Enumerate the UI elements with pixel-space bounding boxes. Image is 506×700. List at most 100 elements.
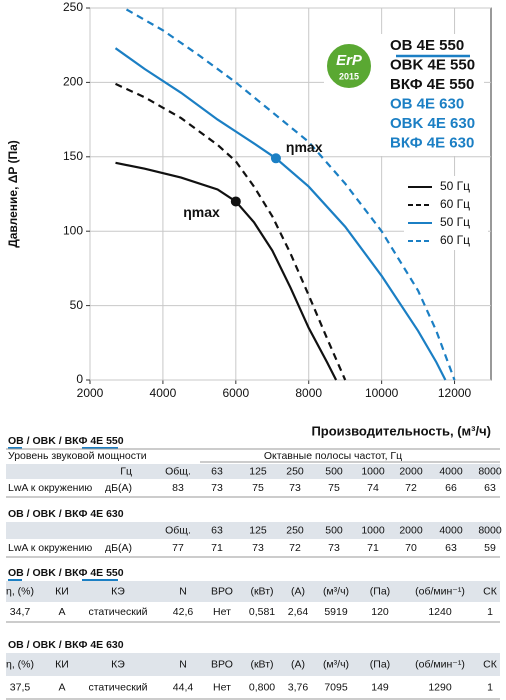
cell: 66: [445, 482, 457, 494]
cell: 1: [487, 681, 493, 693]
cell: 71: [211, 542, 223, 554]
row-label: LwA к окружению: [8, 482, 92, 494]
column-header: СК: [483, 585, 498, 597]
y-tick-label: 100: [63, 223, 83, 237]
table-header: Уровень звуковой мощности: [8, 450, 147, 462]
x-tick-label: 12000: [438, 386, 472, 400]
cell: статический: [88, 606, 147, 618]
cell: 3,76: [288, 681, 309, 693]
row-unit: дБ(А): [105, 542, 132, 554]
cell: статический: [88, 681, 147, 693]
y-tick-label: 150: [63, 149, 83, 163]
cell: A: [58, 606, 65, 618]
cell: 72: [405, 482, 417, 494]
cell: 42,6: [173, 606, 194, 618]
model-name: OBK 4E 550: [390, 56, 475, 73]
column-header: 63: [211, 465, 223, 477]
column-header: 4000: [439, 465, 463, 477]
column-header: 125: [249, 524, 267, 536]
legend-label: 60 Гц: [440, 197, 470, 211]
column-header: 500: [325, 465, 343, 477]
cell: 59: [484, 542, 496, 554]
annotation: ηmax: [286, 139, 323, 155]
y-tick-label: 200: [63, 75, 83, 89]
line-series: [115, 161, 338, 381]
cell: 73: [211, 482, 223, 494]
column-header: (Па): [370, 585, 390, 597]
cell: Нет: [213, 681, 231, 693]
row-unit: дБ(А): [105, 482, 132, 494]
column-header: (кВт): [250, 658, 273, 670]
x-axis-label: Производительность, (м³/ч): [311, 423, 491, 438]
table-title: OB / OBK / ВКФ 4E 550: [8, 567, 124, 579]
cell: 74: [367, 482, 379, 494]
column-header: КИ: [55, 585, 69, 597]
cell: 44,4: [173, 681, 194, 693]
table-title: OB / OBK / ВКФ 4E 630: [8, 508, 124, 520]
column-header: Гц: [120, 465, 132, 477]
cell: 71: [367, 542, 379, 554]
column-header: ВРО: [211, 658, 233, 670]
column-header: 250: [286, 524, 304, 536]
cell: 73: [252, 542, 264, 554]
cell: 1290: [428, 681, 452, 693]
y-tick-label: 250: [63, 0, 83, 14]
erp-logo-text: ErP: [336, 52, 363, 69]
column-header: η, (%): [6, 585, 34, 597]
legend-label: 50 Гц: [440, 179, 470, 193]
cell: 2,64: [288, 606, 309, 618]
eta-max-point: [270, 153, 281, 164]
cell: 72: [289, 542, 301, 554]
column-header: (об/мин⁻¹): [415, 658, 465, 670]
column-header: СК: [483, 658, 498, 670]
cell: 73: [289, 482, 301, 494]
cell: Нет: [213, 606, 231, 618]
cell: 1: [487, 606, 493, 618]
column-header: КЭ: [111, 658, 125, 670]
column-header: (А): [291, 585, 305, 597]
header-row: [6, 653, 500, 676]
column-header: N: [179, 658, 187, 670]
x-tick-label: 6000: [222, 386, 249, 400]
column-header: (А): [291, 658, 305, 670]
cell: 7095: [324, 681, 348, 693]
cell: 75: [252, 482, 264, 494]
cell: 83: [172, 482, 184, 494]
legend-label: 50 Гц: [440, 215, 470, 229]
column-header: (об/мин⁻¹): [415, 585, 465, 597]
cell: 0,800: [249, 681, 275, 693]
table-header: Октавные полосы частот, Гц: [264, 450, 402, 462]
column-header: (кВт): [250, 585, 273, 597]
column-header: 63: [211, 524, 223, 536]
column-header: 4000: [439, 524, 463, 536]
column-header: (Па): [370, 658, 390, 670]
x-tick-label: 2000: [77, 386, 104, 400]
column-header: 8000: [478, 524, 502, 536]
x-tick-label: 10000: [365, 386, 399, 400]
cell: 1240: [428, 606, 452, 618]
column-header: КЭ: [111, 585, 125, 597]
x-tick-label: 4000: [150, 386, 177, 400]
cell: 149: [371, 681, 389, 693]
column-header: Общ.: [165, 465, 191, 477]
row-label: LwA к окружению: [8, 542, 92, 554]
cell: 77: [172, 542, 184, 554]
column-header: 8000: [478, 465, 502, 477]
column-header: 500: [325, 524, 343, 536]
model-name: OBK 4E 630: [390, 115, 475, 132]
column-header: 250: [286, 465, 304, 477]
cell: 120: [371, 606, 389, 618]
column-header: ВРО: [211, 585, 233, 597]
column-header: Общ.: [165, 524, 191, 536]
header-row: [6, 581, 500, 602]
cell: A: [58, 681, 65, 693]
table-title: OB / OBK / ВКФ 4E 630: [8, 639, 124, 651]
cell: 63: [445, 542, 457, 554]
eta-max-point: [230, 196, 241, 207]
annotation: ηmax: [183, 204, 220, 220]
header-row: [6, 522, 500, 539]
y-tick-label: 0: [76, 372, 83, 386]
x-tick-label: 8000: [295, 386, 322, 400]
table-title: OB / OBK / ВКФ 4E 550: [8, 435, 124, 447]
y-axis-label: Давление, ΔP (Па): [6, 140, 20, 248]
